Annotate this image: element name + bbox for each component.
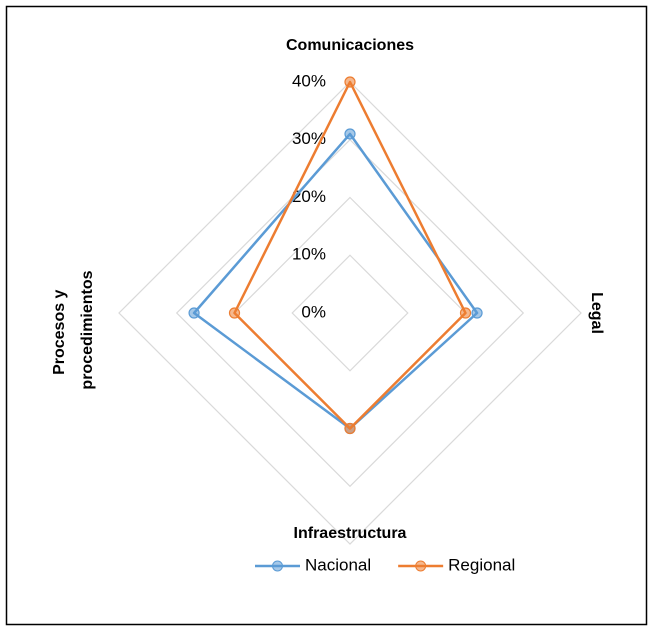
legend-marker [415,560,427,572]
r-tick-label: 0% [301,302,326,321]
r-tick-label: 40% [292,71,326,90]
series-marker [471,307,483,319]
category-label: Procesos y procedimientos [51,270,96,389]
grid-ring [291,254,409,372]
series-marker [228,307,241,319]
legend-marker [272,560,283,572]
legend-label: Nacional [305,555,371,574]
legend-label: Regional [448,555,515,574]
series-marker [459,307,472,319]
series-marker [344,76,356,88]
series-marker [344,128,356,140]
category-label: Comunicaciones [286,37,414,54]
category-label: Legal [588,292,605,334]
series-marker [344,422,356,435]
category-label: Infraestructura [294,525,407,542]
r-tick-label: 30% [292,129,326,148]
grid-ring [175,138,525,488]
r-tick-label: 10% [292,245,326,264]
chart-frame [5,5,648,626]
series-marker [188,307,200,319]
grid-ring [118,81,582,545]
